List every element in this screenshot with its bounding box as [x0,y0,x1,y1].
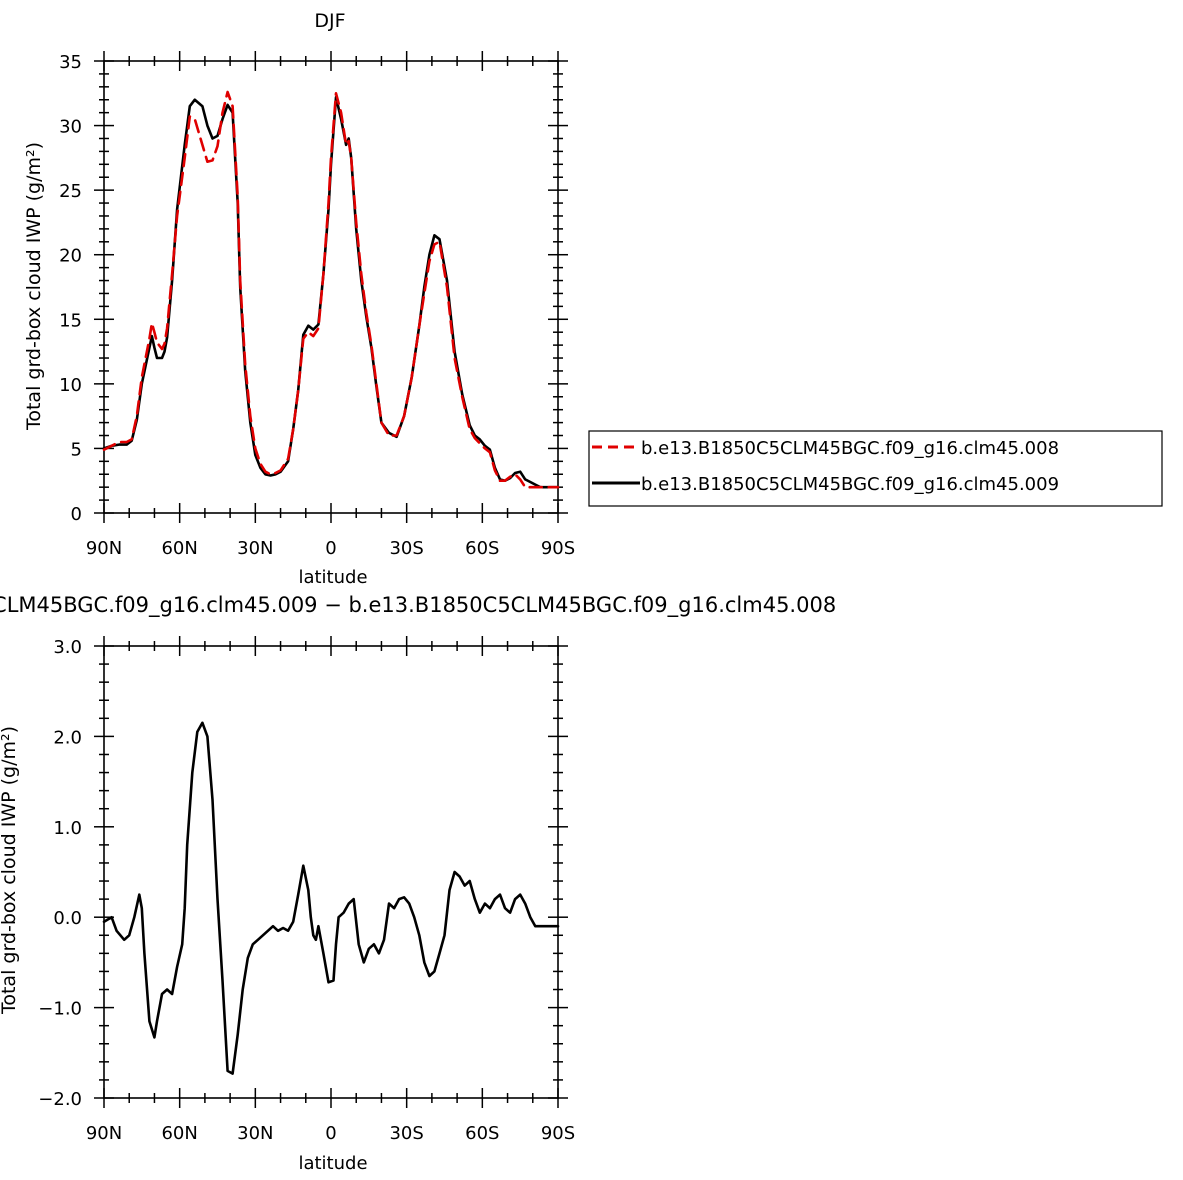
bottom-plot-area: 90N 60N 30N 0 30S 60S 90S −2.0 −1.0 0.0 1.0 2.0 3.0 [38,636,575,1144]
bottom-y-axis-label: Total grd-box cloud IWP (g/m²) [0,726,20,1015]
top-x-tick-label: 90N [86,538,122,559]
bottom-series-line-black-solid [102,721,560,1075]
top-y-tick-label: 0 [71,504,82,525]
bottom-y-tick-label: 1.0 [53,818,82,839]
top-panel-title: DJF [314,10,345,32]
top-y-tick-label: 20 [59,246,82,267]
top-x-tick-label: 60S [465,538,499,559]
bottom-y-tick-label: −2.0 [38,1089,82,1110]
top-y-tick-label: 15 [59,310,82,331]
top-x-axis-label: latitude [298,567,367,588]
bottom-x-tick-label: 60S [465,1123,499,1144]
legend-entry-009: b.e13.B1850C5CLM45BGC.f09_g16.clm45.009 [641,474,1059,495]
bottom-x-tick-label: 60N [161,1123,197,1144]
top-y-tick-label: 30 [59,117,82,138]
top-y-tick-label: 5 [71,439,82,460]
bottom-plot-frame [103,645,559,1099]
top-x-tick-label: 90S [541,538,575,559]
top-y-tick-label: 25 [59,181,82,202]
top-series-line-black-solid [102,95,560,489]
bottom-x-tick-label: 30N [237,1123,273,1144]
bottom-y-tick-label: 2.0 [53,727,82,748]
top-plot-area: 90N 60N 30N 0 30S 60S 90S 0 5 10 15 20 25 30 35 [59,51,575,559]
top-x-tick-label: 30N [237,538,273,559]
top-y-tick-label: 10 [59,375,82,396]
bottom-panel-title: b.e13.B1850C5CLM45BGC.f09_g16.clm45.009 … [0,593,836,618]
top-panel: DJF 90N 60N 30N 0 30S 60S 90S 0 5 10 15 20 25 30 35 la… [23,10,575,588]
bottom-x-tick-label: 90N [86,1123,122,1144]
bottom-x-tick-label: 30S [389,1123,423,1144]
bottom-panel: b.e13.B1850C5CLM45BGC.f09_g16.clm45.009 … [0,593,836,1174]
bottom-x-axis-label: latitude [298,1153,367,1174]
top-x-tick-label: 0 [325,538,336,559]
legend-entry-008: b.e13.B1850C5CLM45BGC.f09_g16.clm45.008 [641,438,1059,459]
top-series-line-red-dashed [102,90,560,489]
top-y-axis-label: Total grd-box cloud IWP (g/m²) [23,142,45,431]
top-x-tick-label: 60N [161,538,197,559]
legend-box [588,430,1163,507]
bottom-y-tick-label: −1.0 [38,999,82,1020]
bottom-x-tick-label: 90S [541,1123,575,1144]
bottom-y-tick-label: 3.0 [53,637,82,658]
bottom-y-tick-label: 0.0 [53,908,82,929]
legend: b.e13.B1850C5CLM45BGC.f09_g16.clm45.008 … [588,430,1163,507]
top-y-tick-label: 35 [59,52,82,73]
top-x-tick-label: 30S [389,538,423,559]
bottom-x-tick-label: 0 [325,1123,336,1144]
